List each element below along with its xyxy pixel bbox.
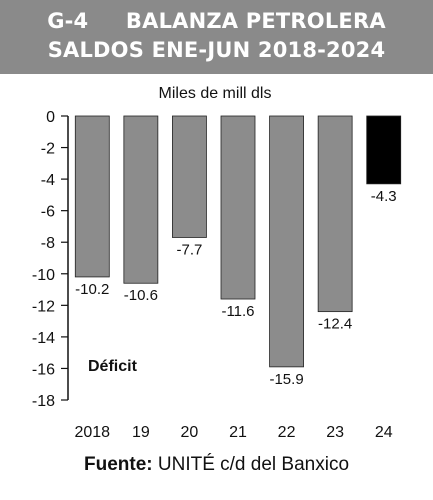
data-label-24: -4.3	[371, 188, 397, 205]
source-note: Fuente: UNITÉ c/d del Banxico	[0, 454, 433, 476]
y-tick-label: -2	[41, 141, 55, 158]
x-tick-label-23: 23	[326, 424, 344, 441]
data-label-20: -7.7	[176, 241, 202, 258]
data-label-23: -12.4	[318, 316, 352, 333]
data-label-21: -11.6	[221, 303, 254, 320]
source-text: UNITÉ c/d del Banxico	[152, 454, 350, 475]
source-label: Fuente:	[83, 454, 153, 475]
bar-23	[317, 115, 353, 313]
bar-24	[366, 115, 402, 185]
data-label-2018: -10.2	[75, 281, 109, 298]
bar-2018	[74, 115, 110, 278]
bar-19	[123, 115, 159, 284]
x-axis: 2018 19 20 21 22 23 24	[74, 424, 392, 441]
y-tick-label: -16	[32, 361, 55, 378]
y-tick-label: -4	[41, 172, 55, 189]
data-label-22: -15.9	[269, 371, 303, 388]
x-tick-label-20: 20	[181, 424, 199, 441]
chart-title-line-1: G-4 BALANZA PETROLERA	[47, 9, 386, 33]
bars: -10.2 -10.6 -7.7 -11.6 -15.9 -12.4 -4.3	[74, 115, 402, 388]
y-axis: 0 -2 -4 -6 -8 -10 -12 -14 -16 -18	[32, 109, 69, 410]
y-tick-label: -12	[32, 298, 55, 315]
y-tick-label: -6	[41, 204, 55, 221]
x-tick-label-21: 21	[229, 424, 247, 441]
x-tick-label-2018: 2018	[74, 424, 110, 441]
y-tick-label: -18	[32, 393, 55, 410]
y-tick-label: 0	[46, 109, 55, 126]
y-tick-label: -8	[41, 235, 55, 252]
bar-21	[220, 115, 256, 300]
x-tick-label-22: 22	[278, 424, 296, 441]
y-tick-label: -14	[32, 330, 55, 347]
data-label-19: -10.6	[124, 287, 158, 304]
deficit-annotation: Déficit	[88, 358, 138, 375]
chart-title-line-2: SALDOS ENE-JUN 2018-2024	[47, 38, 386, 62]
bar-20	[172, 115, 207, 238]
chart-header: G-4 BALANZA PETROLERA SALDOS ENE-JUN 201…	[0, 0, 433, 74]
x-tick-label-19: 19	[132, 424, 150, 441]
unit-label: Miles de mill dls	[159, 85, 272, 102]
x-tick-label-24: 24	[375, 424, 393, 441]
bar-22	[269, 115, 304, 368]
y-tick-label: -10	[32, 267, 55, 284]
